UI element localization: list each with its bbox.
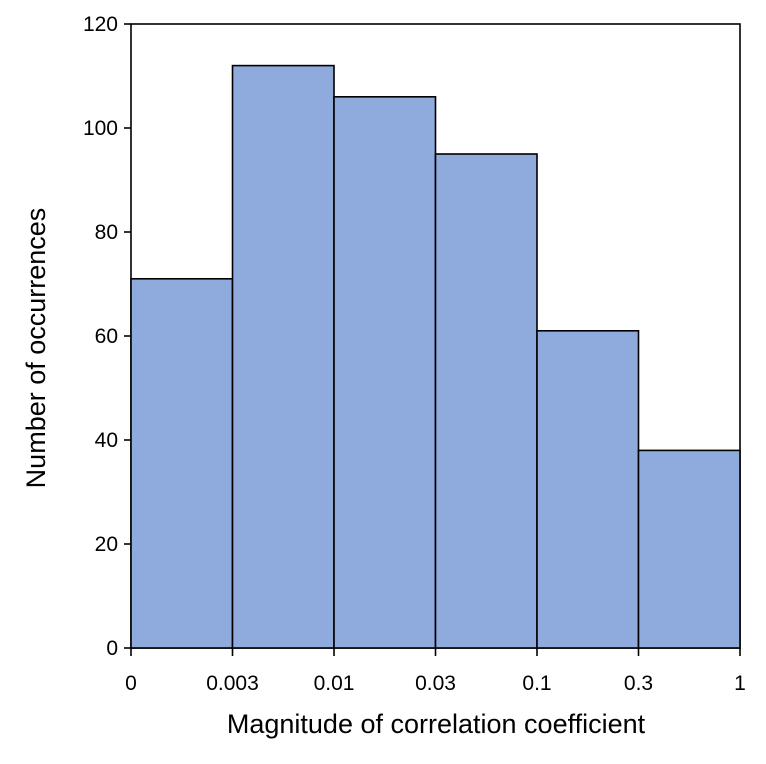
y-tick-label-120: 120 bbox=[83, 13, 118, 36]
bar-4 bbox=[434, 153, 538, 649]
y-axis-title: Number of occurrences bbox=[21, 208, 51, 489]
x-tick-label-1: 1 bbox=[734, 672, 746, 695]
x-tick-label-0.003: 0.003 bbox=[206, 672, 259, 695]
x-tick-label-0: 0 bbox=[125, 672, 137, 695]
x-tick-label-0.03: 0.03 bbox=[415, 672, 456, 695]
bars bbox=[130, 64, 741, 649]
y-tick-label-20: 20 bbox=[95, 533, 118, 556]
y-tick-label-60: 60 bbox=[95, 325, 118, 348]
bar-5 bbox=[536, 329, 640, 649]
y-tick-label-80: 80 bbox=[95, 221, 118, 244]
y-tick-label-0: 0 bbox=[106, 637, 118, 660]
bar-2 bbox=[231, 64, 335, 649]
y-tick-label-40: 40 bbox=[95, 429, 118, 452]
tick-labels: 0 20 40 60 80 100 120 0 0.003 0.01 0.03 0.1 0.3 1 bbox=[83, 13, 746, 695]
x-tick-label-0.1: 0.1 bbox=[522, 672, 551, 695]
bar-1 bbox=[130, 277, 234, 649]
x-axis-title: Magnitude of correlation coefficient bbox=[227, 709, 646, 739]
x-tick-label-0.3: 0.3 bbox=[624, 672, 653, 695]
x-tick-label-0.01: 0.01 bbox=[314, 672, 355, 695]
bar-6 bbox=[637, 449, 741, 649]
bar-3 bbox=[333, 96, 437, 649]
y-tick-label-100: 100 bbox=[83, 117, 118, 140]
axes bbox=[124, 23, 741, 656]
